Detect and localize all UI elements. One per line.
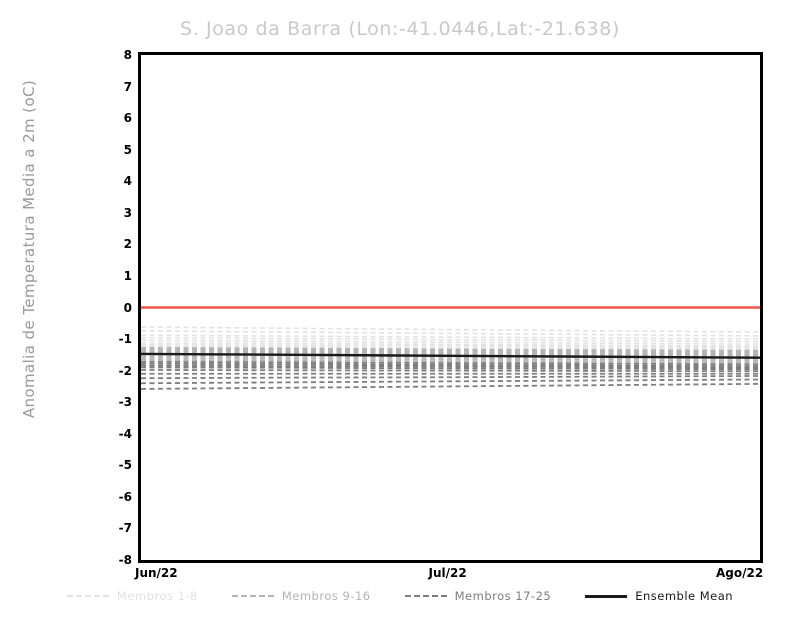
series-line <box>141 342 760 347</box>
legend-label: Membros 17-25 <box>454 589 552 603</box>
plot-area <box>138 52 763 563</box>
series-line <box>141 362 760 368</box>
legend-line-icon <box>585 594 628 598</box>
series-line <box>141 358 760 364</box>
series-line <box>141 337 760 343</box>
legend-line-icon <box>66 595 109 597</box>
y-tick-label: 5 <box>123 142 132 157</box>
series-line <box>141 355 760 360</box>
legend-item[interactable]: Membros 9-16 <box>231 589 371 603</box>
legend-label: Membros 9-16 <box>281 589 371 603</box>
legend-item[interactable]: Membros 1-8 <box>66 589 198 603</box>
y-tick-label: -5 <box>118 458 132 473</box>
series-line <box>141 352 760 359</box>
y-tick-label: 7 <box>123 79 132 94</box>
series-line <box>141 360 760 366</box>
series-line <box>141 345 760 351</box>
series-line <box>141 375 760 380</box>
y-tick-label: -2 <box>118 363 132 378</box>
y-tick-label: -8 <box>118 553 132 567</box>
y-tick-label: -4 <box>118 426 132 441</box>
y-tick-label: 6 <box>123 111 132 126</box>
chart-legend: Membros 1-8 Membros 9-16 Membros 17-25 Ense… <box>0 586 800 606</box>
y-tick-label: 0 <box>123 300 132 315</box>
y-tick-label: -1 <box>118 332 132 347</box>
chart-title: S. Joao da Barra (Lon:-41.0446,Lat:-21.6… <box>180 18 620 40</box>
series-line <box>141 339 760 345</box>
legend-label: Membros 1-8 <box>116 589 198 603</box>
series-line <box>141 326 760 333</box>
legend-item[interactable]: Ensemble Mean <box>585 589 733 603</box>
series-line <box>141 378 760 385</box>
series-line <box>141 330 760 337</box>
series-line <box>141 350 760 355</box>
series-line <box>141 369 760 373</box>
y-tick-label: 8 <box>123 48 132 62</box>
legend-item[interactable]: Membros 17-25 <box>404 589 552 603</box>
y-tick-label: -3 <box>118 395 132 410</box>
y-tick-label: -6 <box>118 489 132 504</box>
y-tick-label: 1 <box>123 268 132 283</box>
series-svg <box>141 306 760 390</box>
series-line <box>141 334 760 340</box>
series-line <box>141 382 760 390</box>
plot-canvas <box>141 55 760 560</box>
series-line <box>141 366 760 371</box>
series-line <box>141 343 760 349</box>
y-tick-label: 3 <box>123 205 132 220</box>
x-tick-label: Ago/22 <box>716 566 764 580</box>
y-tick-label: -7 <box>118 521 132 536</box>
x-tick-label: Jun/22 <box>135 566 178 580</box>
y-tick-label: 4 <box>123 174 132 189</box>
legend-line-icon <box>231 595 274 597</box>
legend-label: Ensemble Mean <box>635 589 734 603</box>
y-tick-label: 2 <box>123 237 132 252</box>
series-line <box>141 364 760 369</box>
series-line <box>141 351 760 357</box>
series-line <box>141 347 760 352</box>
x-tick-label: Jul/22 <box>428 566 467 580</box>
legend-line-icon <box>404 595 447 597</box>
series-line <box>141 348 760 353</box>
series-line <box>141 357 760 362</box>
y-axis-label: Anomalia de Temperatura Media a 2m (oC) <box>20 79 38 419</box>
